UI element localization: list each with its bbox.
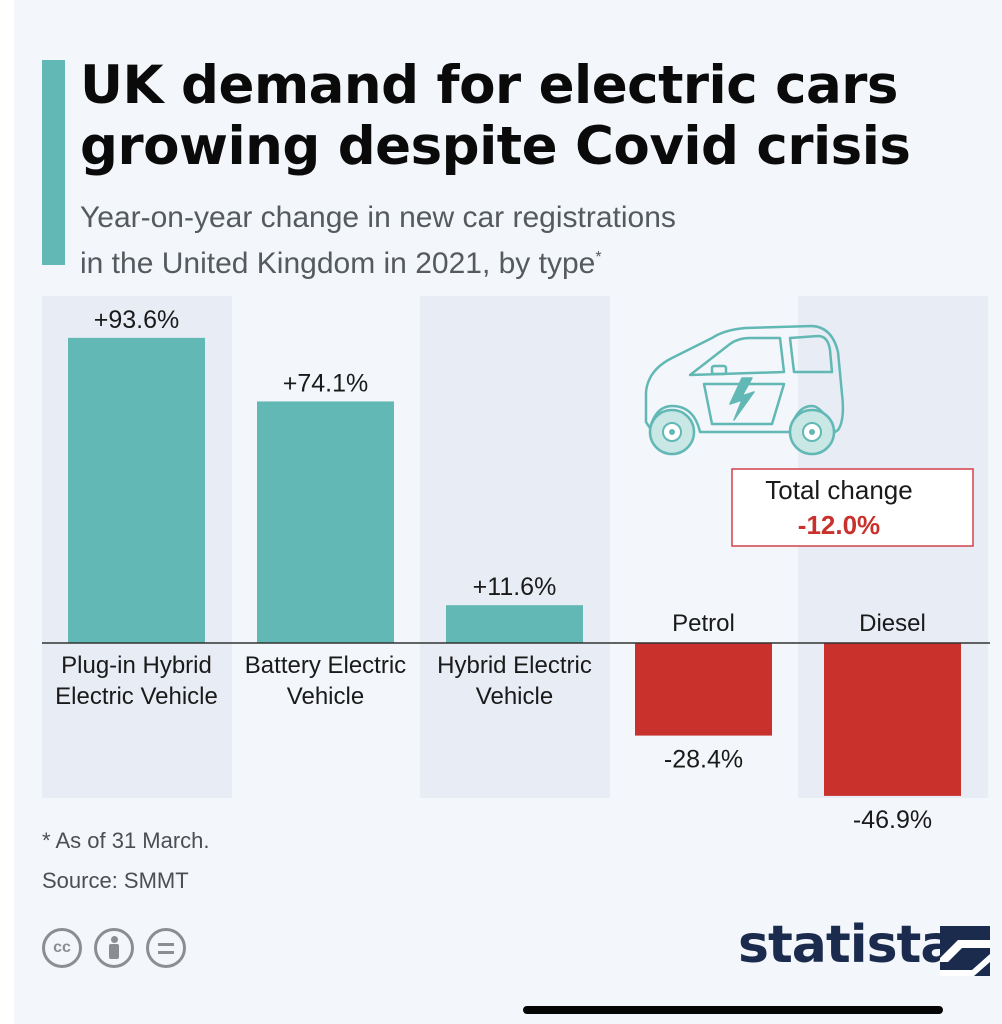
equal-sign-icon bbox=[158, 942, 174, 954]
bar-2 bbox=[446, 605, 583, 643]
category-labels: Plug-in Hybrid Electric Vehicle Battery El… bbox=[55, 610, 926, 710]
value-labels: +93.6% +74.1% +11.6% -28.4% -46.9% bbox=[94, 306, 932, 834]
title-accent-bar bbox=[42, 60, 65, 265]
footnote: * As of 31 March. bbox=[42, 828, 210, 853]
chart-subtitle: Year-on-year change in new car registrat… bbox=[80, 198, 960, 284]
bar-1 bbox=[257, 401, 394, 643]
total-change-value: -12.0% bbox=[798, 510, 880, 540]
category-label-4: Diesel bbox=[859, 610, 926, 637]
home-indicator[interactable] bbox=[523, 1006, 943, 1014]
cc-icon-text: cc bbox=[53, 939, 71, 956]
total-change-box bbox=[731, 468, 974, 547]
category-label-2: Hybrid Electric Vehicle bbox=[437, 652, 592, 710]
bar-0 bbox=[68, 337, 205, 643]
category-band-2 bbox=[420, 296, 610, 798]
statista-logo-text[interactable]: statista bbox=[738, 915, 955, 975]
cc-icon[interactable]: cc bbox=[42, 928, 82, 968]
value-label-0: +93.6% bbox=[94, 306, 180, 334]
bars bbox=[68, 337, 961, 796]
footnote-marker: * bbox=[595, 249, 602, 266]
page-left-border bbox=[0, 0, 14, 1024]
chart-subtitle-text: Year-on-year change in new car registrat… bbox=[80, 201, 676, 280]
total-change-annotation: Total change -12.0% bbox=[731, 468, 974, 547]
category-label-0: Plug-in Hybrid Electric Vehicle bbox=[55, 652, 218, 710]
person-icon bbox=[107, 936, 121, 960]
license-icons: cc bbox=[42, 928, 186, 968]
source-note: Source: SMMT bbox=[42, 868, 189, 893]
electric-car-icon bbox=[644, 324, 845, 456]
bar-3 bbox=[635, 643, 772, 736]
category-label-1: Battery Electric Vehicle bbox=[245, 652, 406, 710]
category-label-3: Petrol bbox=[672, 610, 735, 637]
value-label-1: +74.1% bbox=[283, 369, 369, 397]
value-label-4: -46.9% bbox=[853, 806, 932, 834]
value-label-2: +11.6% bbox=[473, 573, 557, 601]
attribution-icon[interactable] bbox=[94, 928, 134, 968]
bar-4 bbox=[824, 643, 961, 796]
value-label-3: -28.4% bbox=[664, 746, 743, 774]
chart-title: UK demand for electric cars growing desp… bbox=[80, 55, 911, 177]
statista-logo-icon bbox=[940, 926, 990, 976]
total-change-label: Total change bbox=[765, 475, 912, 505]
no-derivatives-icon[interactable] bbox=[146, 928, 186, 968]
